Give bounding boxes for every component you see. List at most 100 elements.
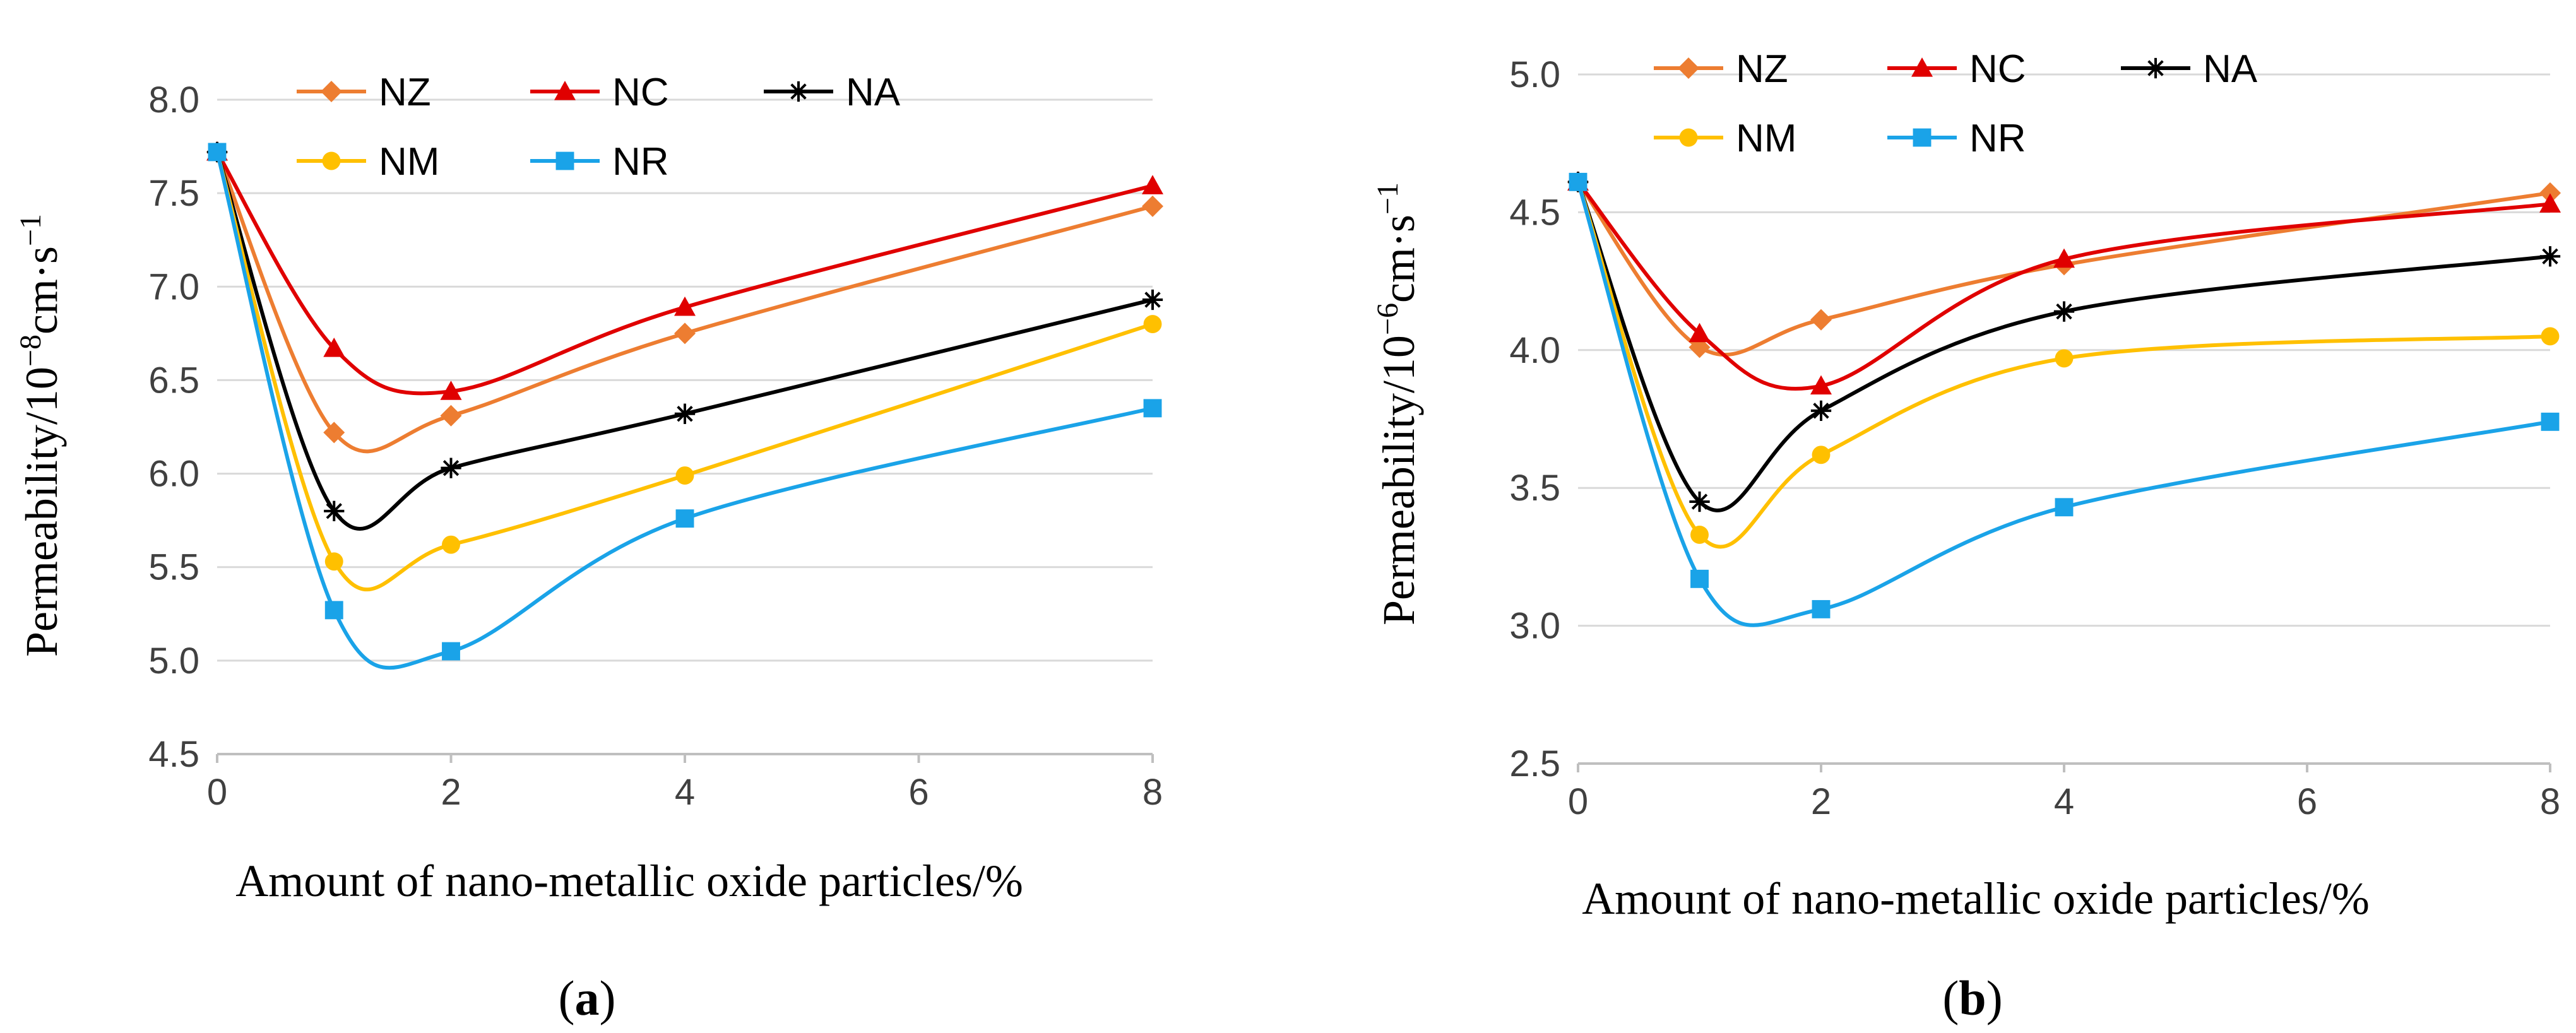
x-axis-title: Amount of nano-metallic oxide particles/… xyxy=(1582,873,2370,924)
data-point xyxy=(2541,327,2560,346)
x-axis-title: Amount of nano-metallic oxide particles/… xyxy=(235,856,1023,906)
y-tick-label: 7.5 xyxy=(148,173,199,214)
x-tick-label: 6 xyxy=(908,772,929,813)
legend-marker xyxy=(2145,57,2166,79)
data-point xyxy=(2541,412,2560,431)
legend-label: NR xyxy=(1969,117,2026,160)
y-tick-label: 5.0 xyxy=(148,640,199,682)
legend-item-nr: NR xyxy=(530,140,669,184)
x-axis-ticks: 0 2 4 6 8 xyxy=(1568,764,2560,822)
data-point xyxy=(674,403,696,424)
data-point xyxy=(1142,175,1163,194)
chart-panel-b: 0 2 4 6 8 2.5 3.0 3.5 4.0 4.5 5.0 NZ NC NA NM NR Perm… xyxy=(1371,47,2561,1025)
data-point xyxy=(1143,315,1162,333)
legend-label: NM xyxy=(1736,117,1796,160)
legend-item-nc: NC xyxy=(530,71,669,114)
data-point xyxy=(675,466,694,485)
legend-item-nz: NZ xyxy=(297,71,431,114)
data-point xyxy=(2053,301,2075,322)
data-point xyxy=(2053,248,2075,268)
data-point xyxy=(323,422,345,444)
legend-item-nz: NZ xyxy=(1654,47,1788,91)
data-point xyxy=(1569,172,1588,191)
y-tick-label: 4.5 xyxy=(1509,192,1560,233)
series-line xyxy=(1576,180,2551,391)
series-nr xyxy=(1569,172,2560,627)
x-tick-label: 4 xyxy=(675,772,695,813)
legend-item-na: NA xyxy=(2121,47,2258,91)
y-axis-ticks: 4.5 5.0 5.5 6.0 6.5 7.0 7.5 8.0 xyxy=(148,80,199,775)
data-point xyxy=(674,322,696,345)
series-group xyxy=(206,141,1163,670)
y-axis-title: Permeability/10−6cm·s−1 xyxy=(1371,182,1424,625)
data-point xyxy=(441,457,461,478)
legend-marker xyxy=(1911,57,1933,77)
panel-caption: (b) xyxy=(1942,971,2002,1025)
x-tick-label: 2 xyxy=(1811,781,1831,822)
series-nm xyxy=(208,143,1162,592)
panel-caption: (a) xyxy=(559,971,616,1025)
legend-item-nr: NR xyxy=(1887,117,2026,160)
x-tick-label: 6 xyxy=(2297,781,2317,822)
y-gridlines xyxy=(217,98,1153,662)
y-axis-ticks: 2.5 3.0 3.5 4.0 4.5 5.0 xyxy=(1509,54,1560,784)
legend-marker xyxy=(788,81,809,102)
data-point xyxy=(440,404,462,427)
legend: NZ NC NA NM NR xyxy=(297,71,901,184)
legend-marker xyxy=(1679,128,1698,147)
legend-marker xyxy=(321,81,342,102)
data-point xyxy=(1690,526,1709,544)
data-point xyxy=(1689,491,1710,512)
legend-marker xyxy=(554,81,576,100)
data-point xyxy=(442,535,460,554)
data-point xyxy=(1142,195,1163,217)
data-point xyxy=(2539,246,2561,267)
y-tick-label: 4.5 xyxy=(148,734,199,775)
legend-label: NR xyxy=(612,140,669,184)
series-line xyxy=(215,151,1153,454)
data-point xyxy=(675,509,694,528)
series-nc xyxy=(1567,171,2561,395)
data-point xyxy=(324,601,343,620)
data-point xyxy=(440,381,462,400)
legend-label: NA xyxy=(2203,47,2258,91)
y-tick-label: 8.0 xyxy=(148,80,199,121)
y-tick-label: 6.0 xyxy=(148,454,199,495)
data-point xyxy=(2055,349,2074,368)
legend-label: NC xyxy=(612,71,669,114)
series-line xyxy=(1576,181,2551,549)
data-point xyxy=(1689,322,1711,343)
x-tick-label: 2 xyxy=(441,772,461,813)
series-nc xyxy=(206,141,1163,400)
data-point xyxy=(1812,599,1831,618)
data-point xyxy=(1143,399,1162,418)
y-tick-label: 4.0 xyxy=(1509,330,1560,371)
data-point xyxy=(2539,182,2561,204)
series-line xyxy=(215,151,1153,531)
series-line xyxy=(215,151,1153,396)
x-tick-label: 0 xyxy=(207,772,227,813)
y-tick-label: 3.5 xyxy=(1509,468,1560,509)
series-line xyxy=(1576,181,2551,627)
y-axis-title: Permeability/10−8cm·s−1 xyxy=(14,214,67,657)
legend-label: NC xyxy=(1969,47,2026,91)
data-point xyxy=(2055,498,2074,517)
data-point xyxy=(1810,375,1832,395)
y-tick-label: 7.0 xyxy=(148,266,199,307)
x-tick-label: 0 xyxy=(1568,781,1588,822)
data-point xyxy=(1810,400,1832,422)
series-nr xyxy=(208,143,1162,670)
legend-label: NZ xyxy=(379,71,431,114)
legend-label: NM xyxy=(379,140,439,184)
x-axis-ticks: 0 2 4 6 8 xyxy=(207,754,1163,813)
legend-item-na: NA xyxy=(764,71,901,114)
legend-item-nm: NM xyxy=(297,140,439,184)
series-line xyxy=(1576,181,2551,512)
data-point xyxy=(208,143,227,162)
data-point xyxy=(324,552,343,571)
data-point xyxy=(1142,289,1163,310)
data-point xyxy=(2539,193,2561,213)
series-nm xyxy=(1569,172,2560,549)
